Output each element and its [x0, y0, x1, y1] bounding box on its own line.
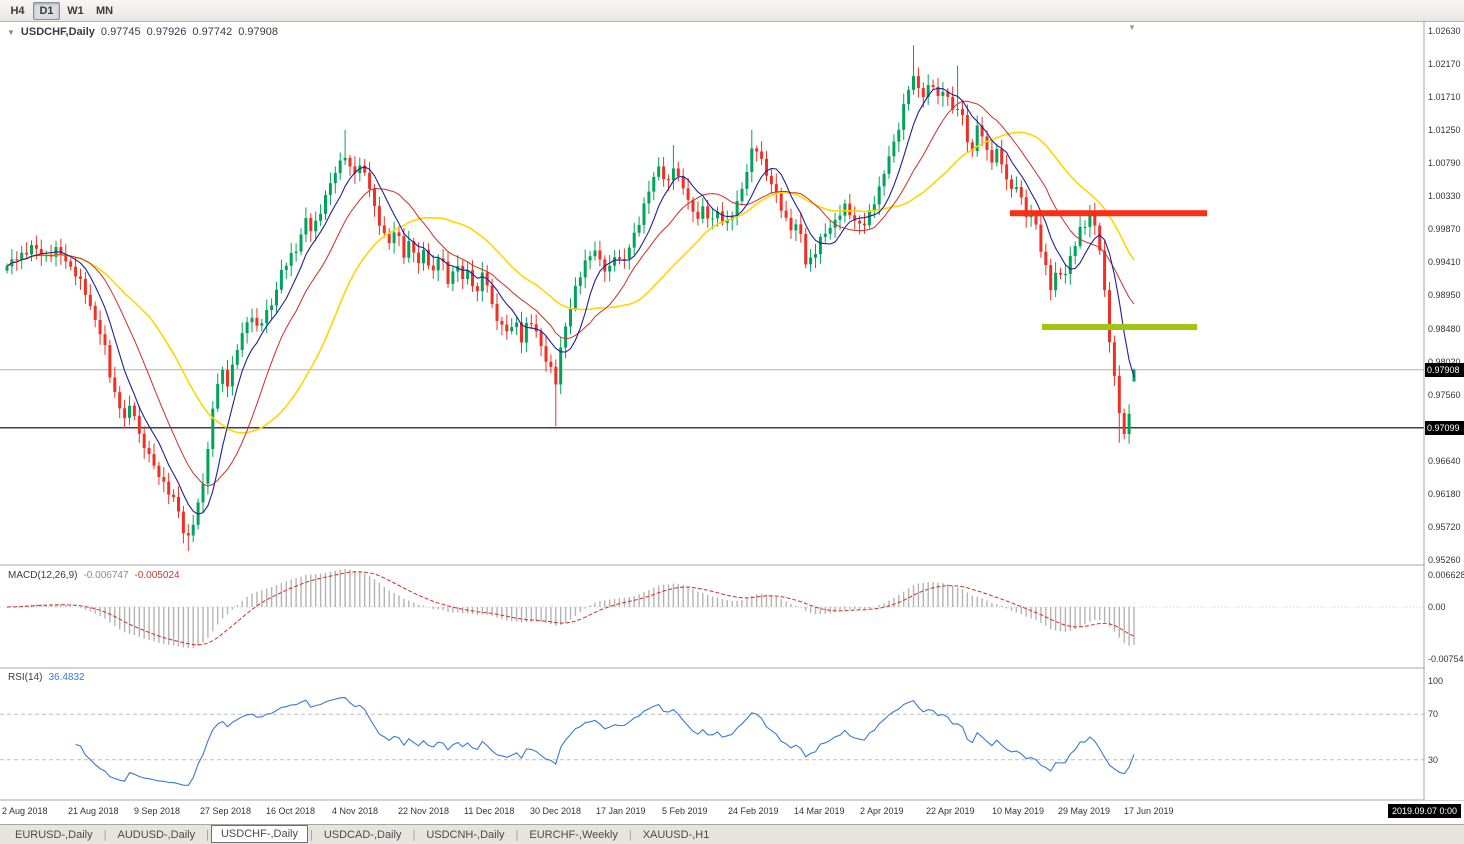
macd-main-value: -0.006747 [83, 570, 129, 581]
time-tick: 2 Apr 2019 [860, 806, 904, 816]
timeframe-button-d1[interactable]: D1 [33, 1, 60, 20]
timeframe-button-h4[interactable]: H4 [10, 4, 25, 17]
rsi-axis-label: 30 [1428, 755, 1439, 765]
chart-shift-marker-icon[interactable]: ▼ [1128, 23, 1136, 32]
line-price-badge: 0.97099 [1425, 420, 1464, 435]
macd-signal-value: -0.005024 [134, 570, 180, 581]
tab-divider: | [206, 828, 209, 841]
rsi-value: 36.4832 [48, 672, 85, 683]
time-tick: 22 Nov 2018 [398, 806, 450, 816]
chart-symbol-header: ▼ USDCHF,Daily 0.97745 0.97926 0.97742 0… [7, 26, 278, 38]
tab-divider: | [412, 828, 416, 841]
price-tick: 0.99410 [1428, 257, 1461, 267]
price-tick: 1.02630 [1428, 26, 1461, 36]
ohlc-close: 0.97908 [238, 26, 278, 38]
rsi-axis-label: 100 [1428, 676, 1444, 686]
main-chart-panel[interactable] [0, 22, 1424, 565]
time-axis[interactable]: 2 Aug 2018 21 Aug 2018 9 Sep 2018 27 Sep 20… [0, 800, 1424, 824]
time-tick: 14 Mar 2019 [794, 806, 845, 816]
tab-divider: | [309, 828, 313, 841]
time-tick: 27 Sep 2018 [200, 806, 252, 816]
chart-tab-audusd[interactable]: AUDUSD-,Daily [117, 828, 196, 841]
price-tick: 1.02170 [1428, 59, 1461, 69]
ohlc-low: 0.97742 [192, 26, 233, 38]
macd-indicator-label: MACD(12,26,9) -0.006747 -0.005024 [8, 570, 180, 581]
chart-tab-xauusd[interactable]: XAUUSD-,H1 [642, 828, 710, 841]
time-tick: 29 May 2019 [1058, 806, 1111, 816]
price-tick: 0.95720 [1428, 521, 1461, 532]
chart-tab-usdchf[interactable]: USDCHF-,Daily [210, 824, 308, 843]
price-tick: 0.96640 [1428, 455, 1461, 466]
macd-axis-label: 0.0066282 [1428, 570, 1464, 580]
ohlc-open: 0.97745 [100, 26, 141, 38]
price-tick: 1.01710 [1428, 92, 1461, 102]
macd-axis-label: -0.0075422 [1428, 654, 1464, 664]
price-tick: 0.95260 [1428, 554, 1461, 565]
macd-axis-label: 0.00 [1428, 602, 1446, 612]
timeframe-button-w1[interactable]: W1 [67, 4, 84, 17]
rsi-panel[interactable] [0, 668, 1424, 800]
price-tick: 0.98950 [1428, 290, 1461, 300]
time-tick: 10 May 2019 [992, 806, 1045, 816]
tab-divider: | [103, 828, 107, 841]
time-tick: 17 Jun 2019 [1124, 806, 1174, 816]
price-tick: 1.01250 [1428, 125, 1461, 135]
symbol-title: USDCHF,Daily [20, 26, 95, 38]
time-tick: 9 Sep 2018 [134, 806, 181, 816]
time-tick: 21 Aug 2018 [68, 806, 119, 816]
macd-panel[interactable] [0, 565, 1424, 668]
current-price-badge: 0.97908 [1425, 362, 1464, 377]
timeframe-button-mn[interactable]: MN [95, 4, 114, 17]
time-tick: 2 Aug 2018 [2, 806, 48, 816]
time-tick: 22 Apr 2019 [926, 806, 975, 816]
macd-name: MACD(12,26,9) [8, 570, 78, 581]
price-tick: 0.96180 [1428, 488, 1461, 499]
chart-tab-eurusd[interactable]: EURUSD-,Daily [15, 828, 93, 841]
tab-divider: | [628, 828, 632, 841]
price-tick: 0.98480 [1428, 323, 1461, 334]
ohlc-high: 0.97926 [146, 26, 187, 38]
chart-tab-bar: EURUSD-,Daily | AUDUSD-,Daily | USDCHF-,Dail… [0, 824, 1464, 844]
time-tick: 4 Nov 2018 [332, 806, 379, 816]
price-tick: 1.00790 [1428, 158, 1461, 168]
rsi-name: RSI(14) [8, 672, 43, 683]
chart-tab-eurchf[interactable]: EURCHF-,Weekly [529, 828, 618, 841]
time-tick: 16 Oct 2018 [266, 806, 316, 816]
time-tick: 11 Dec 2018 [464, 806, 515, 816]
price-tick: 1.00330 [1428, 191, 1461, 201]
time-tick: 5 Feb 2019 [662, 806, 708, 816]
chart-tab-usdcad[interactable]: USDCAD-,Daily [323, 828, 402, 841]
time-cursor-badge: 2019.09.07 0:00 [1387, 804, 1461, 818]
timeframe-toolbar: H4 D1 W1 MN [0, 0, 1464, 22]
tab-divider: | [515, 828, 519, 841]
time-tick: 17 Jan 2019 [596, 806, 646, 816]
price-axis[interactable]: 1.02630 1.02170 1.01710 1.01250 1.00790 1.003… [1425, 22, 1464, 800]
time-tick: 30 Dec 2018 [530, 806, 582, 816]
price-tick: 0.99870 [1428, 224, 1461, 234]
time-tick: 24 Feb 2019 [728, 806, 779, 816]
price-tick: 0.98020 [1428, 356, 1461, 367]
chart-tab-usdcnh[interactable]: USDCNH-,Daily [426, 828, 505, 841]
rsi-indicator-label: RSI(14) 36.4832 [8, 672, 85, 683]
chevron-down-icon[interactable]: ▼ [7, 27, 15, 37]
price-tick: 0.97560 [1428, 389, 1461, 400]
rsi-axis-label: 70 [1428, 709, 1439, 719]
